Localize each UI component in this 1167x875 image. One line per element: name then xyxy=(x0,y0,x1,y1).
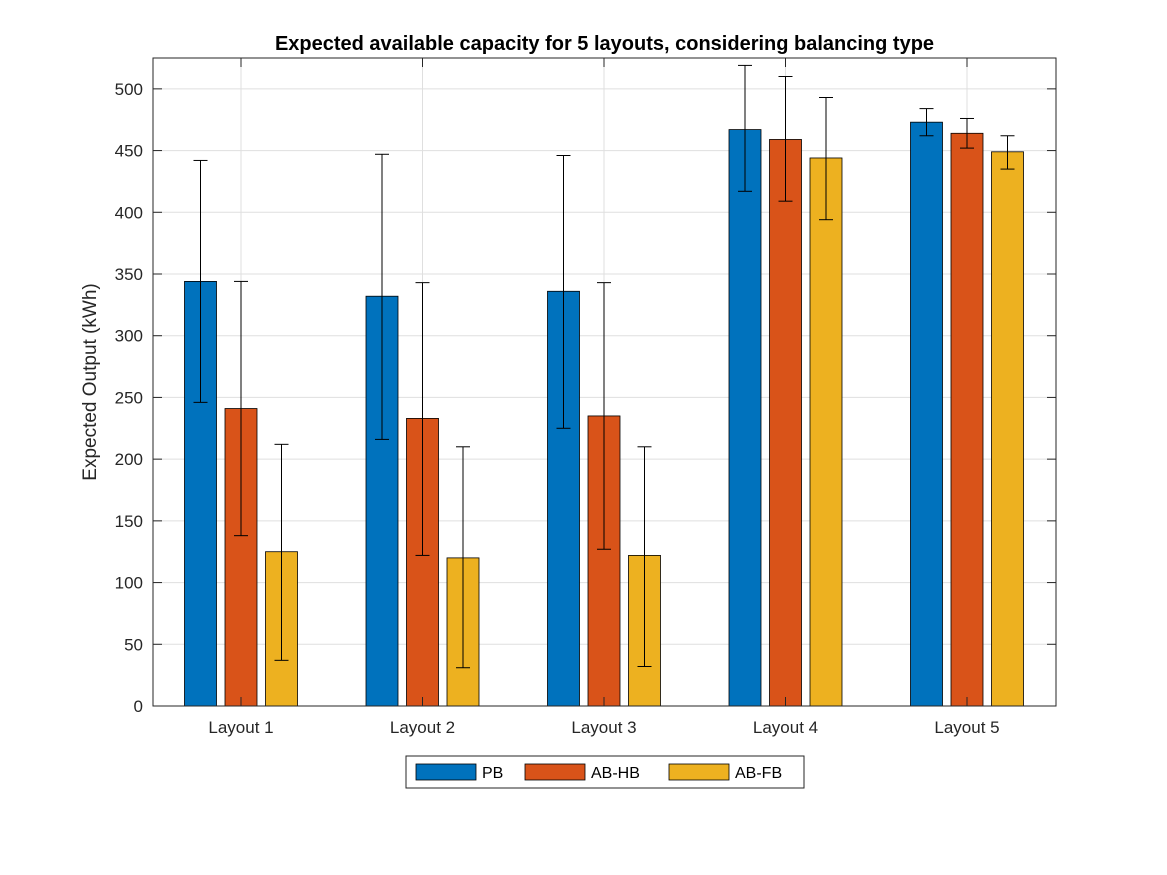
axis-ticks xyxy=(153,58,1056,707)
y-tick-label: 100 xyxy=(115,574,143,593)
legend: PB AB-HB AB-FB xyxy=(405,755,805,789)
x-tick-label: Layout 1 xyxy=(208,718,273,737)
y-tick-label: 450 xyxy=(115,142,143,161)
error-bar xyxy=(637,446,652,668)
error-bar xyxy=(193,159,208,403)
y-tick-label: 300 xyxy=(115,327,143,346)
legend-swatch xyxy=(524,763,586,781)
bar xyxy=(950,132,984,707)
legend-label: PB xyxy=(482,765,503,782)
y-tick-label: 200 xyxy=(115,450,143,469)
error-bar xyxy=(1000,135,1015,170)
x-tick-label: Layout 5 xyxy=(934,718,999,737)
y-tick-label: 500 xyxy=(115,80,143,99)
error-bars xyxy=(193,64,1015,669)
y-tick-labels: 0 50 100 150 200 250 300 350 400 450 500 xyxy=(115,80,143,716)
error-bar xyxy=(960,117,974,149)
y-axis-label: Expected Output (kWh) xyxy=(80,283,101,480)
legend-entry: AB-HB xyxy=(524,763,640,782)
error-bar xyxy=(234,280,248,537)
x-tick-label: Layout 3 xyxy=(571,718,636,737)
error-bar xyxy=(738,64,752,192)
error-bar xyxy=(456,446,470,669)
error-bar xyxy=(556,155,571,429)
legend-swatch xyxy=(668,763,730,781)
x-tick-labels: Layout 1 Layout 2 Layout 3 Layout 4 Layout 5 xyxy=(208,718,999,737)
y-tick-label: 350 xyxy=(115,265,143,284)
legend-label: AB-HB xyxy=(591,765,640,782)
error-bar xyxy=(778,76,793,202)
error-bar xyxy=(375,153,389,440)
legend-entry: AB-FB xyxy=(668,763,782,782)
y-tick-label: 400 xyxy=(115,203,143,222)
x-tick-label: Layout 4 xyxy=(753,718,818,737)
legend-entry: PB xyxy=(415,763,503,782)
chart-title: Expected available capacity for 5 layout… xyxy=(275,33,934,55)
error-bar xyxy=(274,443,289,661)
bar xyxy=(809,157,843,707)
bar xyxy=(910,121,943,707)
error-bar xyxy=(919,108,934,137)
bar xyxy=(728,129,762,707)
error-bar xyxy=(819,96,833,221)
x-tick-label: Layout 2 xyxy=(390,718,455,737)
y-tick-label: 0 xyxy=(134,697,143,716)
bar xyxy=(991,151,1024,707)
y-tick-label: 150 xyxy=(115,512,143,531)
error-bar xyxy=(597,282,611,550)
y-tick-label: 250 xyxy=(115,388,143,407)
error-bar xyxy=(415,282,430,556)
legend-label: AB-FB xyxy=(735,765,782,782)
y-tick-label: 50 xyxy=(124,635,143,654)
legend-swatch xyxy=(415,763,477,781)
bar xyxy=(769,139,802,707)
